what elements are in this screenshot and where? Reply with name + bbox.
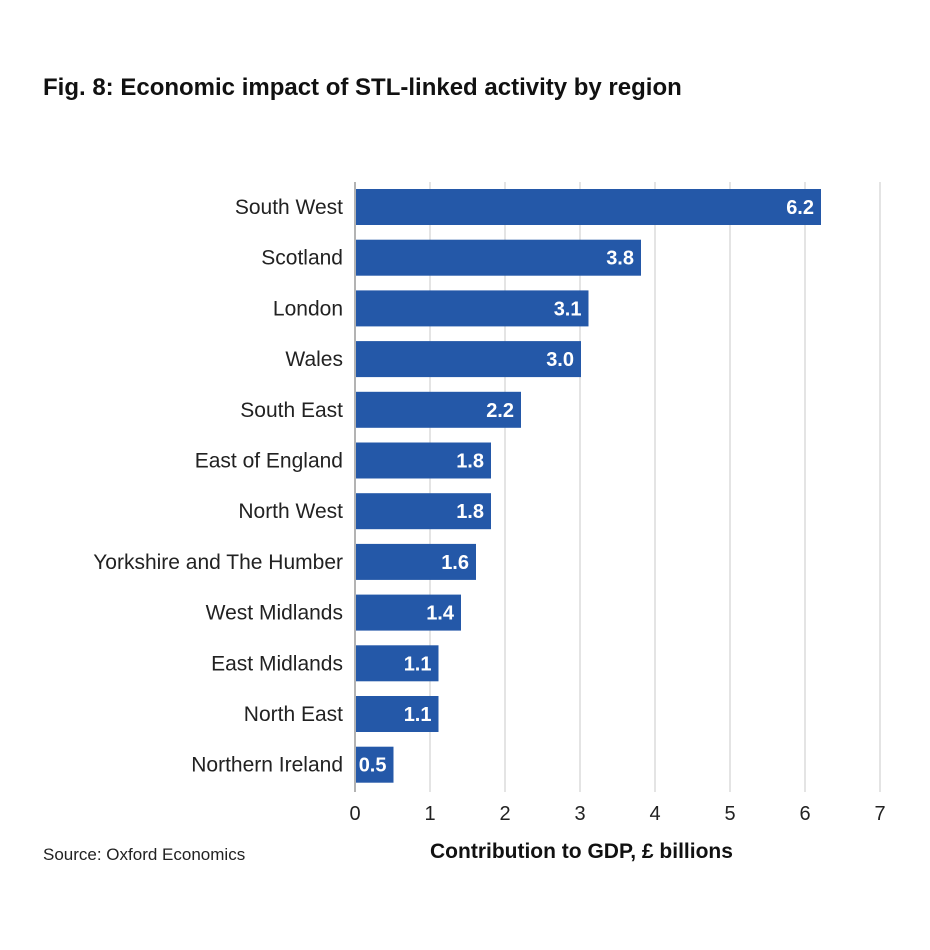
value-labels: 6.2 3.8 3.1 3.0 2.2 1.8 1.8 1.6 1.4 1.1 1.1 0.5	[359, 197, 814, 777]
bar	[356, 189, 821, 225]
x-tick-labels: 0 1 2 3 4 5 6 7	[349, 803, 885, 825]
category-label: North West	[238, 500, 343, 523]
x-tick-label: 7	[874, 803, 885, 825]
x-tick-label: 5	[724, 803, 735, 825]
data-label: 3.8	[606, 248, 634, 270]
data-label: 1.1	[404, 653, 432, 675]
category-label: Yorkshire and The Humber	[93, 551, 343, 574]
data-label: 3.1	[554, 298, 582, 320]
data-label: 1.8	[456, 501, 484, 523]
chart-title: Fig. 8: Economic impact of STL-linked ac…	[43, 74, 682, 101]
x-tick-label: 4	[649, 803, 660, 825]
data-label: 3.0	[546, 349, 574, 371]
data-label: 0.5	[359, 755, 387, 777]
bar	[356, 341, 581, 378]
category-labels: South West Scotland London Wales South East E…	[93, 196, 343, 777]
category-label: South West	[235, 196, 343, 219]
data-label: 6.2	[786, 197, 814, 219]
bars	[356, 189, 821, 783]
bar	[356, 391, 521, 428]
data-label: 2.2	[486, 400, 514, 422]
bar	[356, 645, 439, 682]
category-label: North East	[244, 703, 343, 726]
bar	[356, 493, 491, 530]
bar	[356, 239, 641, 276]
category-label: East of England	[195, 450, 343, 473]
data-label: 1.1	[404, 704, 432, 726]
source-note: Source: Oxford Economics	[43, 845, 246, 864]
bar	[356, 543, 476, 580]
category-label: West Midlands	[206, 602, 343, 625]
data-label: 1.6	[441, 552, 469, 574]
x-tick-label: 2	[499, 803, 510, 825]
gridlines	[354, 182, 881, 792]
category-label: Wales	[285, 348, 343, 371]
bar	[356, 290, 589, 327]
bar	[356, 746, 394, 783]
x-tick-label: 0	[349, 803, 360, 825]
category-label: East Midlands	[211, 652, 343, 675]
data-label: 1.4	[426, 603, 455, 625]
data-label: 1.8	[456, 451, 484, 473]
category-label: South East	[240, 399, 343, 422]
x-tick-label: 3	[574, 803, 585, 825]
bar	[356, 696, 439, 732]
x-tick-label: 6	[799, 803, 810, 825]
category-label: London	[273, 297, 343, 320]
category-label: Northern Ireland	[191, 754, 343, 777]
bar	[356, 442, 491, 479]
bar	[356, 594, 461, 631]
x-tick-label: 1	[424, 803, 435, 825]
x-axis-title: Contribution to GDP, £ billions	[430, 840, 733, 863]
category-label: Scotland	[261, 247, 343, 270]
